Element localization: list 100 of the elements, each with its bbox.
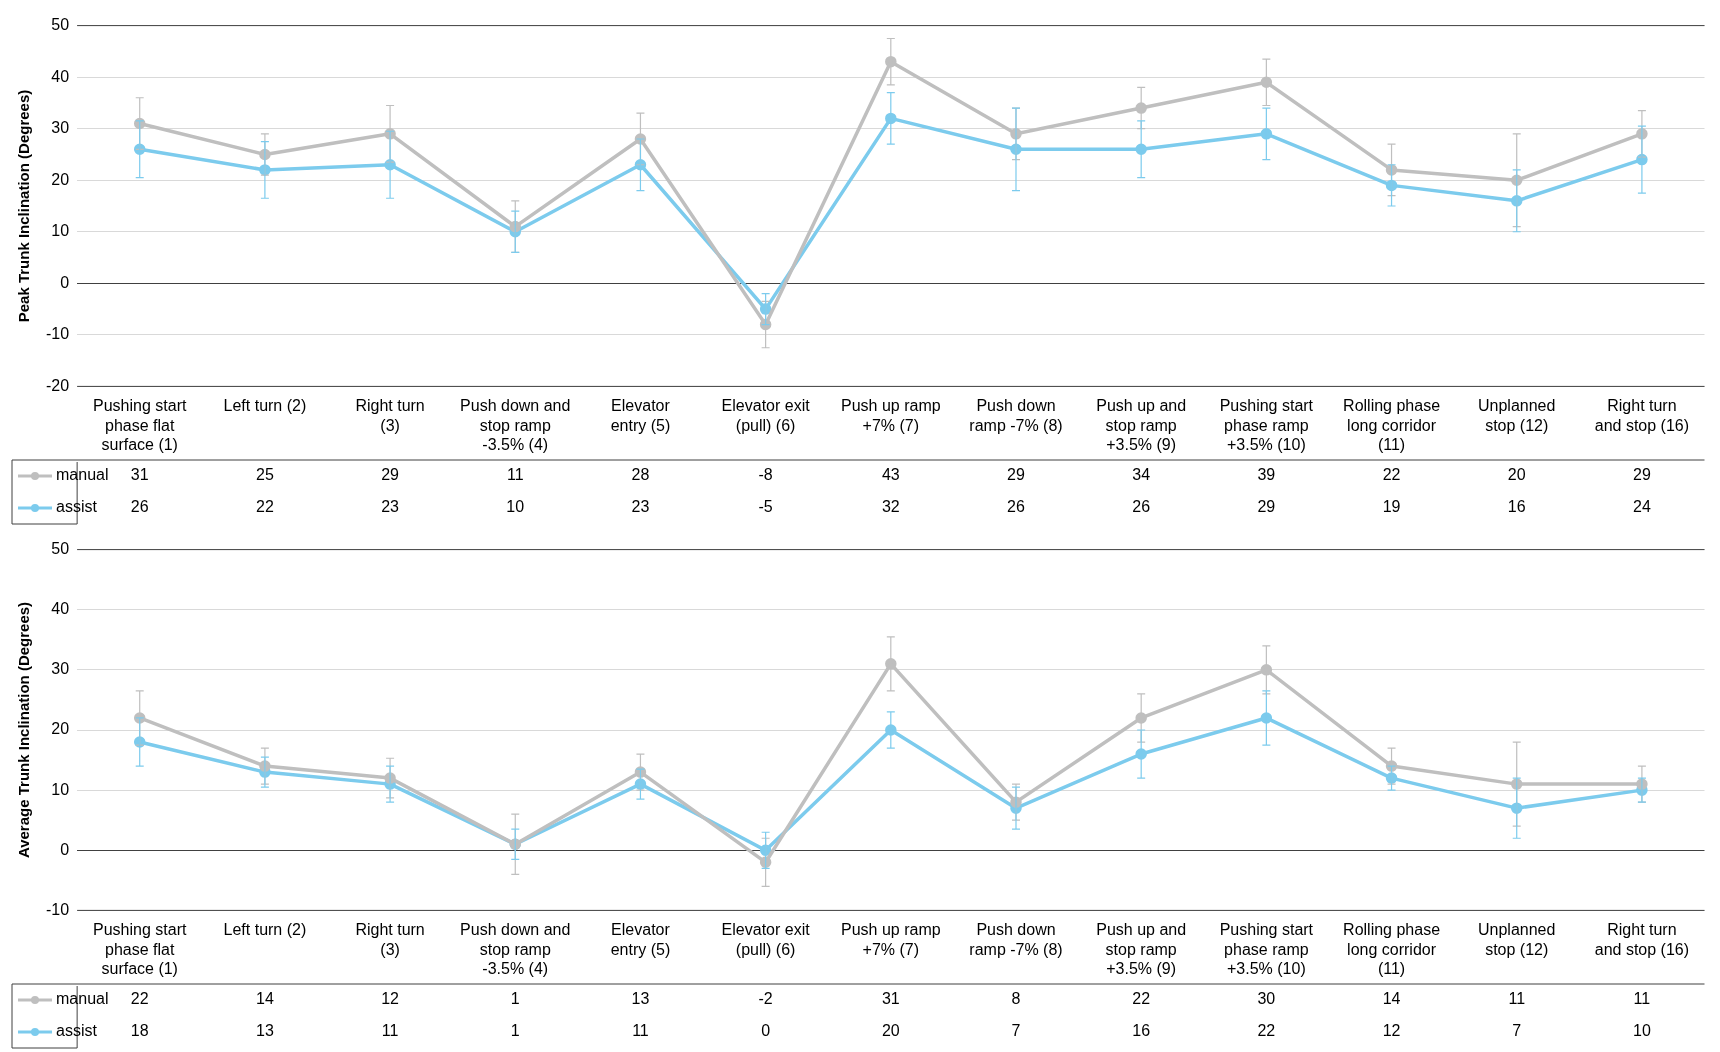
x-tick-label: Rolling phase long corridor (11) bbox=[1343, 397, 1441, 453]
y-tick-label: 10 bbox=[51, 222, 70, 240]
x-tick-label: Push up and stop ramp +3.5% (9) bbox=[1096, 397, 1187, 453]
y-tick-label: -20 bbox=[46, 376, 70, 394]
point bbox=[1135, 712, 1147, 724]
x-tick-label: Push up ramp +7% (7) bbox=[841, 397, 941, 434]
data-label: 22 bbox=[130, 990, 149, 1008]
point bbox=[1385, 179, 1398, 192]
x-tick-label: Elevator entry (5) bbox=[610, 397, 671, 434]
y-tick-label: 10 bbox=[51, 780, 70, 798]
point bbox=[885, 112, 897, 125]
y-tick-label: -10 bbox=[46, 325, 70, 343]
data-label: 31 bbox=[130, 466, 149, 484]
data-label: 26 bbox=[1007, 498, 1025, 516]
y-tick-label: 20 bbox=[51, 170, 70, 188]
data-label: 11 bbox=[1633, 990, 1651, 1008]
y-tick-label: 0 bbox=[60, 273, 70, 291]
x-tick-label: Elevator exit (pull) (6) bbox=[721, 397, 811, 434]
y-tick-label: 0 bbox=[60, 840, 70, 858]
x-tick-label: Push down and stop ramp -3.5% (4) bbox=[460, 397, 571, 453]
data-label: 29 bbox=[1257, 498, 1276, 516]
x-tick-label: Push down and stop ramp -3.5% (4) bbox=[460, 921, 571, 977]
x-tick-label: Push down ramp -7% (8) bbox=[969, 921, 1063, 958]
point bbox=[1385, 772, 1398, 784]
data-label: 13 bbox=[631, 990, 650, 1008]
point bbox=[885, 724, 897, 736]
point bbox=[885, 55, 897, 68]
data-label: 30 bbox=[1257, 990, 1276, 1008]
data-label: 22 bbox=[1382, 466, 1401, 484]
data-label: 26 bbox=[130, 498, 149, 516]
data-label: 0 bbox=[761, 1022, 771, 1040]
y-axis-title: Average Trunk Inclination (Degrees) bbox=[15, 601, 33, 859]
x-tick-label: Rolling phase long corridor (11) bbox=[1343, 921, 1441, 977]
point bbox=[885, 658, 897, 670]
data-label: 14 bbox=[256, 990, 274, 1008]
point bbox=[1510, 195, 1523, 207]
data-label: 29 bbox=[1633, 466, 1651, 484]
y-tick-label: 50 bbox=[51, 540, 70, 558]
x-tick-label: Pushing start phase ramp +3.5% (10) bbox=[1219, 397, 1314, 453]
data-label: 7 bbox=[1512, 1022, 1522, 1040]
point bbox=[759, 303, 772, 315]
data-label: 39 bbox=[1257, 466, 1276, 484]
data-label: 14 bbox=[1382, 990, 1401, 1008]
y-tick-label: 50 bbox=[51, 16, 70, 34]
data-label: 19 bbox=[1382, 498, 1401, 516]
data-label: 28 bbox=[631, 466, 650, 484]
point bbox=[1510, 802, 1523, 814]
x-tick-label: Right turn and stop (16) bbox=[1594, 397, 1690, 434]
y-tick-label: 30 bbox=[51, 660, 70, 678]
data-label: 23 bbox=[381, 498, 400, 516]
data-label: 10 bbox=[506, 498, 525, 516]
data-label: 20 bbox=[881, 1022, 900, 1040]
data-label: 10 bbox=[1633, 1022, 1651, 1040]
data-label: 22 bbox=[1257, 1022, 1276, 1040]
data-label: 12 bbox=[1382, 1022, 1401, 1040]
x-tick-label: Pushing start phase flat surface (1) bbox=[93, 397, 187, 453]
x-tick-label: Elevator entry (5) bbox=[610, 921, 671, 958]
x-tick-label: Unplanned stop (12) bbox=[1478, 397, 1556, 434]
data-label: 26 bbox=[1132, 498, 1151, 516]
y-tick-label: 30 bbox=[51, 119, 70, 137]
data-label: 29 bbox=[381, 466, 400, 484]
data-label: 13 bbox=[256, 1022, 274, 1040]
x-tick-label: Elevator exit (pull) (6) bbox=[721, 921, 811, 958]
point bbox=[759, 844, 772, 857]
y-tick-label: -10 bbox=[46, 900, 70, 918]
point bbox=[1135, 102, 1147, 114]
data-label: 23 bbox=[631, 498, 650, 516]
point bbox=[1260, 76, 1273, 89]
x-tick-label: Right turn (3) bbox=[355, 921, 425, 958]
data-label: 11 bbox=[506, 466, 524, 484]
x-tick-label: Pushing start phase flat surface (1) bbox=[93, 921, 187, 977]
data-label: 16 bbox=[1132, 1022, 1151, 1040]
point bbox=[1260, 664, 1273, 676]
x-tick-label: Push down ramp -7% (8) bbox=[969, 397, 1063, 434]
y-tick-label: 20 bbox=[51, 720, 70, 738]
point bbox=[1135, 143, 1147, 156]
point bbox=[1260, 712, 1273, 724]
point bbox=[634, 778, 647, 790]
x-tick-label: Push up ramp +7% (7) bbox=[841, 921, 941, 958]
data-label: 12 bbox=[381, 990, 400, 1008]
data-label: 32 bbox=[881, 498, 900, 516]
data-label: 43 bbox=[881, 466, 900, 484]
data-label: 29 bbox=[1007, 466, 1025, 484]
x-tick-label: Left turn (2) bbox=[223, 397, 307, 415]
data-label: 8 bbox=[1011, 990, 1021, 1008]
data-label: 1 bbox=[510, 990, 520, 1008]
data-label: 7 bbox=[1011, 1022, 1021, 1040]
data-label: 22 bbox=[256, 498, 274, 516]
x-tick-label: Right turn and stop (16) bbox=[1594, 921, 1690, 958]
data-label: 11 bbox=[1508, 990, 1526, 1008]
x-tick-label: Left turn (2) bbox=[223, 921, 307, 939]
data-label: -5 bbox=[758, 498, 773, 516]
data-label: 1 bbox=[510, 1022, 520, 1040]
data-label: -8 bbox=[758, 466, 773, 484]
data-label: 11 bbox=[381, 1022, 399, 1040]
x-tick-label: Push up and stop ramp +3.5% (9) bbox=[1096, 921, 1187, 977]
x-tick-label: Unplanned stop (12) bbox=[1478, 921, 1556, 958]
x-tick-label: Right turn (3) bbox=[355, 397, 425, 434]
data-label: 31 bbox=[881, 990, 900, 1008]
data-label: 18 bbox=[130, 1022, 149, 1040]
